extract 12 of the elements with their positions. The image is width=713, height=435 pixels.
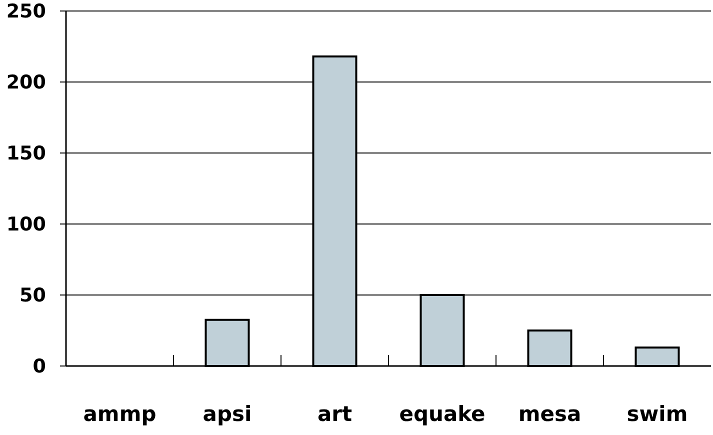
y-tick-label: 200 [6,72,46,94]
x-tick-label: equake [399,402,486,426]
x-tick-label: art [317,402,352,426]
y-tick-label: 250 [6,0,46,23]
y-tick-label: 100 [6,214,46,236]
x-tick-label: apsi [202,402,252,426]
x-tick-label: ammp [83,402,156,426]
y-tick-label: 50 [20,284,46,307]
y-tick-label: 0 [32,356,46,378]
y-tick-label: 150 [6,142,46,165]
x-tick-label: mesa [518,402,582,426]
x-tick-label: swim [626,402,688,426]
